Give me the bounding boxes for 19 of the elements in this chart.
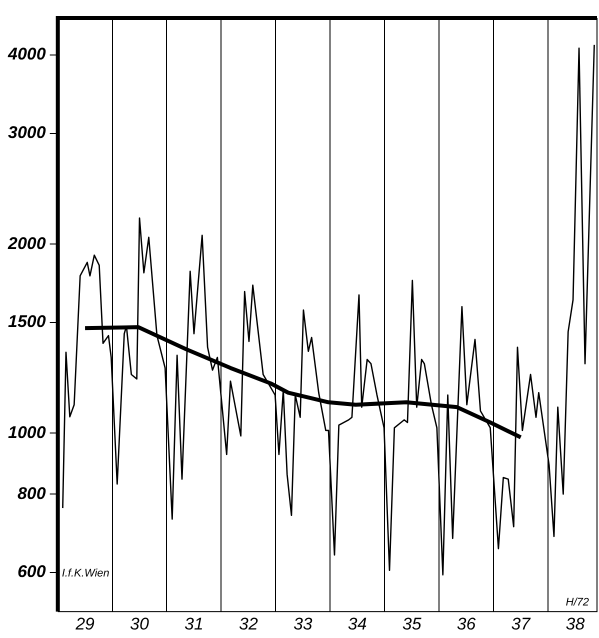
x-tick-label: 32 [238, 614, 258, 634]
y-tick-label: 600 [17, 562, 46, 582]
annotation: H/72 [566, 596, 589, 609]
y-tick-label: 800 [17, 484, 46, 503]
annotation: I.f.K.Wien [62, 568, 110, 580]
y-tick-label: 2000 [6, 234, 46, 253]
x-tick-label: 29 [74, 614, 96, 634]
y-tick-label: 3000 [8, 123, 46, 142]
x-tick-label: 35 [402, 614, 422, 634]
y-tick-label: 4000 [6, 44, 46, 64]
y-tick-label: 1000 [8, 422, 46, 442]
x-tick-label: 36 [456, 614, 476, 634]
x-tick-label: 34 [348, 614, 367, 634]
x-tick-label: 38 [566, 614, 586, 634]
y-tick-label: 1500 [8, 312, 46, 332]
x-tick-label: 31 [184, 614, 204, 634]
x-tick-label: 33 [293, 614, 313, 634]
x-tick-label: 30 [130, 614, 150, 634]
x-tick-label: 37 [511, 614, 531, 634]
